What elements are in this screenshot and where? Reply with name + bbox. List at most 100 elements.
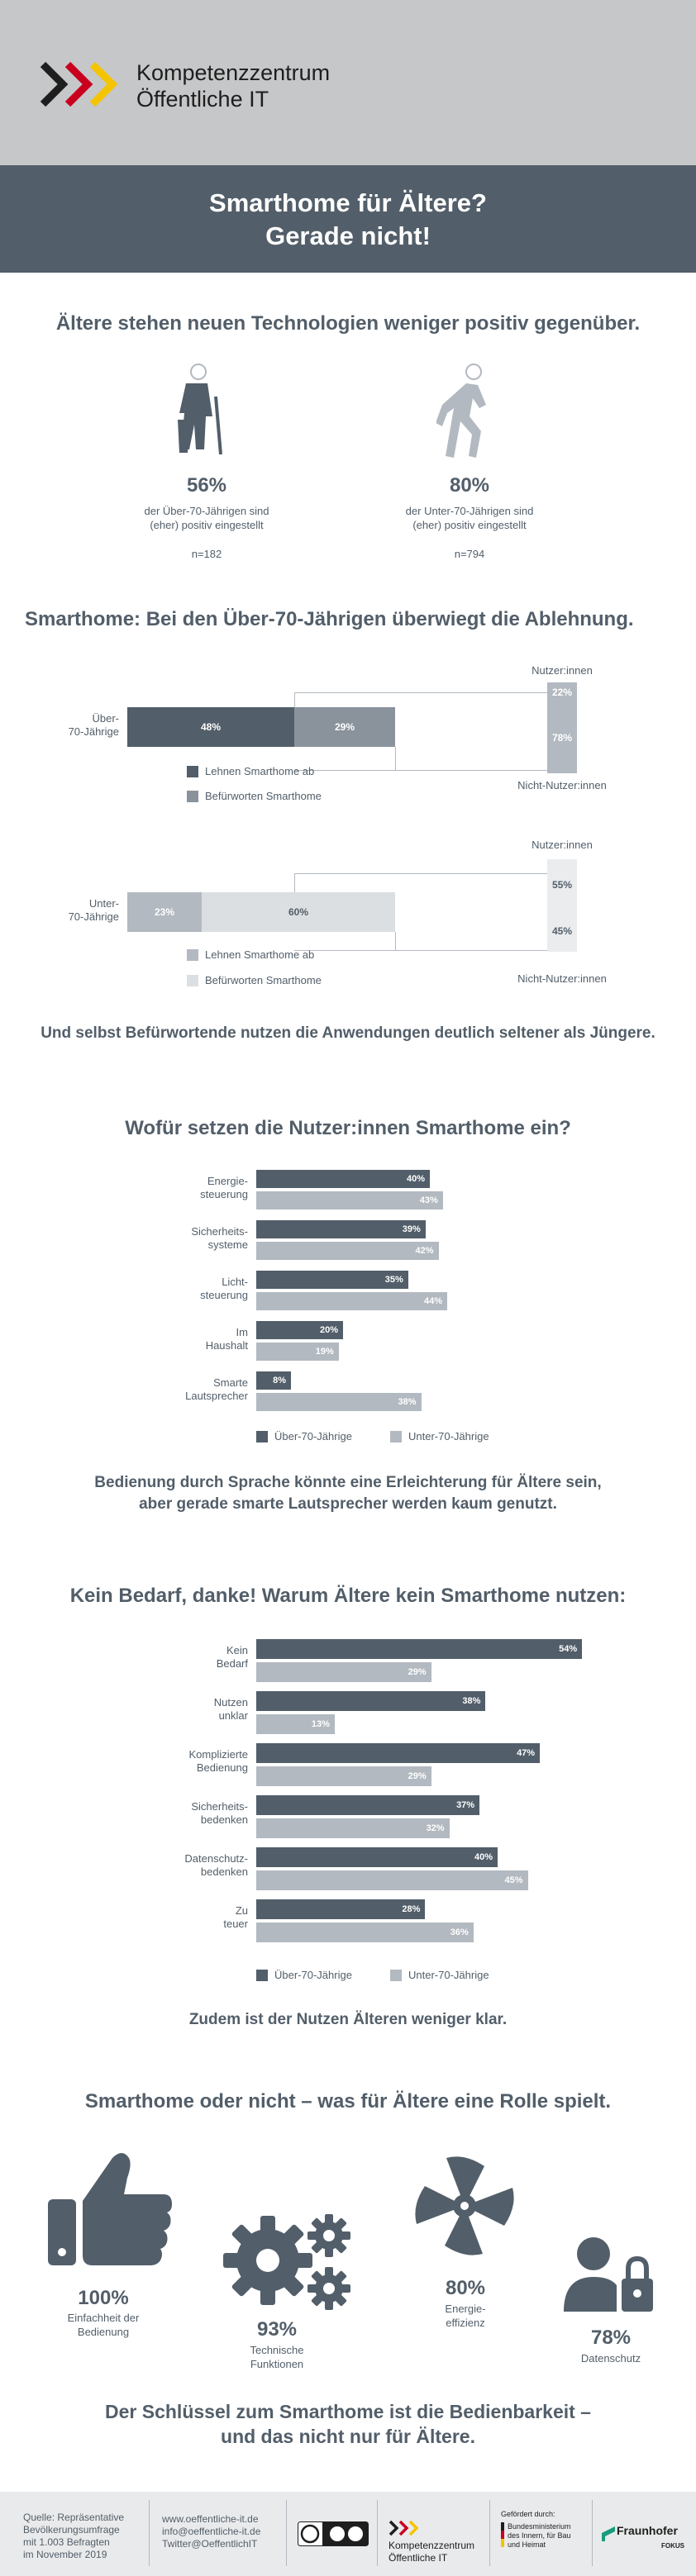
factor-4-text-1: Datenschutz	[580, 2352, 641, 2365]
stat-under70-n: n=794	[454, 548, 485, 560]
fraunhofer-logo-icon	[602, 2526, 615, 2541]
category-label: Nutzen unklar	[149, 1696, 248, 1723]
over70-bar: 8%	[256, 1371, 291, 1390]
page-title-line-1: Smarthome für Ältere?	[209, 188, 487, 217]
over70-bar: 54%	[256, 1639, 583, 1659]
under70-connector-left	[294, 873, 295, 892]
category-label: Im Haushalt	[149, 1326, 248, 1352]
footer-divider	[489, 2500, 490, 2566]
category-label-line: steuerung	[200, 1188, 248, 1200]
fraunhofer-name: Fraunhofer	[617, 2524, 678, 2537]
factor-2-text-2: Funktionen	[250, 2358, 304, 2370]
legend-swatch-light	[390, 1969, 402, 1981]
category-label: Smarte Lautsprecher	[149, 1376, 248, 1403]
over70-connector-left	[294, 692, 295, 707]
bmi-logo: Bundesministerium des Innern, für Bau un…	[501, 2522, 571, 2550]
category-label: Zu teuer	[149, 1904, 248, 1931]
over70-connector-top	[294, 692, 547, 693]
category-label: Sicherheits-bedenken	[149, 1800, 248, 1827]
over70-favor-bar: 29%	[294, 707, 395, 747]
over70-bar: 39%	[256, 1220, 426, 1238]
factor-2-text-1: Technische	[250, 2344, 304, 2356]
over70-connector-bottom	[294, 770, 547, 771]
over70-label: Über- 70-Jährige	[50, 712, 119, 739]
brand-name: Kompetenzzentrum Öffentliche IT	[136, 59, 330, 112]
twitter-link[interactable]: Twitter@OeffentlichIT	[162, 2538, 258, 2550]
category-label-line: Nutzen	[213, 1696, 248, 1709]
over70-nonusers-label: Nicht-Nutzer:innen	[517, 779, 607, 791]
under70-connector-bottom	[294, 950, 547, 951]
category-label-line: Haushalt	[205, 1339, 248, 1352]
email-link[interactable]: info@oeffentliche-it.de	[162, 2526, 261, 2537]
brand-line-1: Kompetenzzentrum	[136, 60, 331, 85]
legend-over70-label-2: Über-70-Jährige	[274, 1969, 352, 1981]
fraunhofer-fokus: FOKUS	[661, 2542, 684, 2550]
category-label-line: Komplizierte	[188, 1748, 248, 1761]
thumbs-up-icon	[48, 2153, 172, 2265]
factor-4-percent: 78%	[590, 2326, 632, 2349]
over70-bar: 40%	[256, 1847, 498, 1867]
under70-users-label: Nutzer:innen	[532, 839, 593, 851]
under70-users-bar: 55%	[547, 859, 577, 910]
section-5-heading: Smarthome oder nicht – was für Ältere ei…	[84, 2090, 612, 2113]
usage-legend-over70: Über-70-Jährige	[256, 1430, 352, 1442]
factor-1-text-1: Einfachheit der	[67, 2312, 140, 2324]
footer-divider	[286, 2500, 287, 2566]
legend-swatch-light	[390, 1430, 402, 1442]
footer-funding: Gefördert durch: Bundesministerium des I…	[501, 2510, 571, 2550]
reasons-legend-over70: Über-70-Jährige	[256, 1969, 352, 1981]
footer-divider	[592, 2500, 593, 2566]
category-label-line: Datenschutz-	[184, 1852, 248, 1865]
footer-brand: Kompetenzzentrum Öffentliche IT	[389, 2540, 474, 2564]
under70-label-1: Unter-	[88, 897, 119, 910]
over70-legend-favor: Befürworten Smarthome	[187, 790, 322, 802]
factor-1-percent: 100%	[78, 2287, 129, 2309]
under70-bar: 19%	[256, 1343, 339, 1361]
creative-commons-badge-icon	[298, 2521, 369, 2546]
over70-users-label: Nutzer:innen	[532, 664, 593, 677]
category-label-line: steuerung	[200, 1289, 248, 1301]
under70-bar: 42%	[256, 1242, 439, 1260]
footer-contact: www.oeffentliche-it.de info@oeffentliche…	[162, 2513, 260, 2550]
under70-connector-right	[395, 932, 396, 950]
brand-chevrons-logo	[40, 61, 118, 107]
section-2-heading: Smarthome: Bei den Über-70-Jährigen über…	[25, 608, 634, 630]
legend-reject-label: Lehnen Smarthome ab	[205, 765, 315, 777]
stat-over70-text-1: der Über-70-Jährigen sind	[144, 505, 269, 517]
under70-reject-bar: 23%	[127, 892, 202, 932]
section-3-note-2: aber gerade smarte Lautsprecher werden k…	[139, 1495, 557, 1513]
legend-swatch-pale	[187, 974, 198, 986]
category-label-line: Energie-	[207, 1175, 248, 1187]
source-line-3: mit 1.003 Befragten	[23, 2536, 110, 2548]
under70-bar: 45%	[256, 1870, 528, 1890]
legend-favor-label: Befürworten Smarthome	[205, 790, 322, 802]
section-4-note: Zudem ist der Nutzen Älteren weniger kla…	[188, 2011, 508, 2028]
factor-2-percent: 93%	[256, 2318, 298, 2341]
under70-bar: 38%	[256, 1393, 422, 1411]
website-link[interactable]: www.oeffentliche-it.de	[162, 2513, 259, 2525]
stat-under70-text-2: (eher) positiv eingestellt	[412, 519, 527, 531]
over70-bar: 37%	[256, 1795, 480, 1815]
legend-swatch-light	[187, 948, 198, 961]
under70-nonusers-label: Nicht-Nutzer:innen	[517, 972, 607, 985]
over70-bar: 20%	[256, 1321, 343, 1339]
category-label: Kein Bedarf	[149, 1644, 248, 1671]
funded-by-label: Gefördert durch:	[501, 2510, 555, 2518]
over70-legend-reject: Lehnen Smarthome ab	[187, 765, 314, 777]
section-4-heading: Kein Bedarf, danke! Warum Ältere kein Sm…	[69, 1585, 627, 1607]
footer-divider	[149, 2500, 150, 2566]
over70-users-bar: 22%	[547, 682, 577, 702]
factor-3-text-1: Energie-	[445, 2303, 486, 2315]
gears-icon	[223, 2214, 350, 2310]
category-label-line: Sicherheits-	[191, 1800, 248, 1813]
category-label-line: bedenken	[200, 1865, 248, 1878]
category-label-line: Bedarf	[216, 1657, 248, 1670]
section-3-heading: Wofür setzen die Nutzer:innen Smarthome …	[125, 1117, 571, 1139]
footer-brand-1: Kompetenzzentrum	[389, 2540, 475, 2551]
factor-3-percent: 80%	[445, 2277, 486, 2299]
category-label-line: Licht-	[222, 1276, 248, 1288]
section-2-note: Und selbst Befürwortende nutzen die Anwe…	[41, 1024, 655, 1042]
legend-swatch-dark	[187, 765, 198, 777]
stat-over70-text-2: (eher) positiv eingestellt	[150, 519, 264, 531]
legend-favor-label-b: Befürworten Smarthome	[205, 974, 322, 986]
